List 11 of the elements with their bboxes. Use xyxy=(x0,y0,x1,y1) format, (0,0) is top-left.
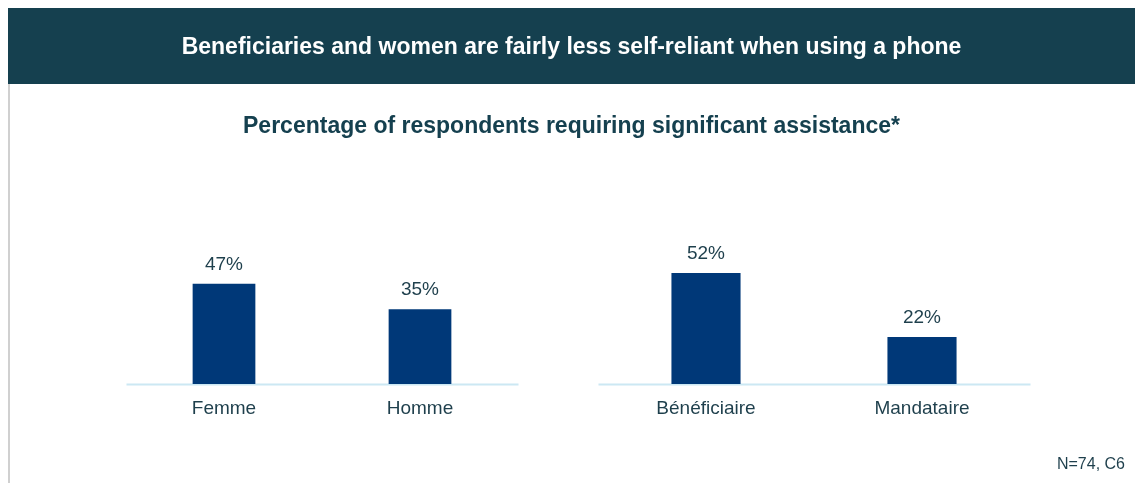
x-tick-label: Bénéficiaire xyxy=(656,396,756,418)
data-label: 47% xyxy=(204,252,244,274)
data-label: 22% xyxy=(902,306,942,328)
data-label: 35% xyxy=(400,278,440,300)
x-tick-label: Homme xyxy=(386,396,454,418)
x-tick-label: Femme xyxy=(191,396,257,418)
x-tick-label: Mandataire xyxy=(874,396,970,418)
text: Beneficiaries and women are fairly less self-reliant when using a phone xyxy=(181,32,962,60)
text: Percentage of respondents requiring significant assistance* xyxy=(242,112,901,139)
text: N=74, C6 xyxy=(1056,455,1125,473)
data-label: 52% xyxy=(686,242,726,263)
